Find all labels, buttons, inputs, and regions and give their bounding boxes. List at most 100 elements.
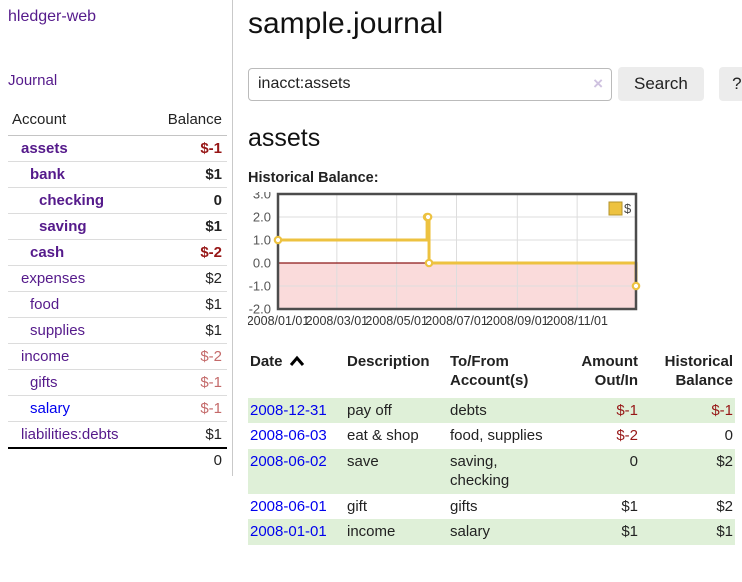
- register-cell-date: 2008-06-01: [248, 494, 345, 520]
- register-cell-date: 2008-06-03: [248, 423, 345, 449]
- register-cell-amount: $1: [621, 523, 638, 540]
- account-cell: food: [8, 291, 148, 318]
- account-link-supplies[interactable]: supplies: [30, 322, 86, 339]
- register-header-date-label: Date: [250, 353, 283, 370]
- register-cell-description: gift: [347, 497, 368, 515]
- register-header-row: Date Description To/From Account(s) Amou…: [248, 351, 735, 398]
- account-row: income $-2: [8, 343, 227, 370]
- clear-search-icon[interactable]: ×: [593, 73, 603, 93]
- register-row[interactable]: 2008-06-03 eat & shop food, supplies $-2 0: [248, 423, 735, 449]
- account-link-checking[interactable]: checking: [39, 192, 105, 209]
- brand-link[interactable]: hledger-web: [8, 8, 97, 25]
- x-tick-label: 2008/09/01: [486, 314, 549, 328]
- account-row: gifts $-1: [8, 369, 227, 396]
- help-button[interactable]: ?: [718, 67, 742, 101]
- account-cell: assets: [8, 136, 147, 162]
- register-row[interactable]: 2008-06-01 gift gifts $1 $2: [248, 494, 735, 520]
- account-link-bank[interactable]: bank: [30, 166, 66, 183]
- register-cell-description: eat & shop: [347, 427, 419, 444]
- register-header-balance: Historical Balance: [664, 353, 733, 389]
- account-balance: $-2: [147, 343, 227, 370]
- account-balance: $-1: [200, 140, 222, 157]
- data-point-marker: [631, 281, 641, 291]
- register-table: Date Description To/From Account(s) Amou…: [248, 351, 735, 545]
- account-cell: liabilities:debts: [8, 421, 148, 448]
- register-cell-amount: $-1: [616, 401, 638, 419]
- accounts-header-balance: Balance: [147, 109, 227, 136]
- register-cell-description: save: [347, 452, 379, 470]
- accounts-header-account: Account: [8, 109, 148, 136]
- register-cell-amount: $-2: [616, 427, 638, 444]
- register-row[interactable]: 2008-06-02 save saving, checking 0 $2: [248, 448, 735, 494]
- chart-title: Historical Balance:: [248, 170, 379, 186]
- account-balance: $-2: [147, 239, 227, 266]
- y-tick-label: -1.0: [249, 279, 271, 294]
- transaction-date-link[interactable]: 2008-06-01: [250, 497, 327, 515]
- transaction-date-link[interactable]: 2008-06-03: [250, 427, 327, 444]
- transaction-date-link[interactable]: 2008-12-31: [250, 401, 327, 419]
- account-link-liabilities-debts[interactable]: liabilities:debts: [21, 426, 119, 443]
- x-tick-label: 2008/07/01: [425, 314, 488, 328]
- account-balance: $1: [147, 421, 227, 448]
- account-link-cash[interactable]: cash: [30, 244, 65, 261]
- legend-label: $: [624, 201, 632, 216]
- account-row: cash $-2: [8, 239, 227, 266]
- transaction-date-link[interactable]: 2008-01-01: [250, 523, 327, 540]
- accounts-table: Account Balance assets $-1 bank $1 checking 0…: [8, 109, 227, 472]
- account-link-income[interactable]: income: [21, 348, 70, 365]
- sidebar-item-journal[interactable]: Journal: [8, 72, 58, 89]
- historical-balance-chart[interactable]: $3.0 2.0 1.0 0.0 -1.0 -2.0 2008/01/01 2008/03/0…: [247, 187, 742, 335]
- y-tick-label: 2.0: [253, 210, 271, 225]
- plot-border: [276, 192, 638, 311]
- account-cell: bank: [8, 161, 148, 188]
- register-header-amount: Amount Out/In: [581, 353, 638, 389]
- search-button[interactable]: Search: [618, 67, 704, 101]
- register-cell-tofrom: food, supplies: [450, 427, 543, 444]
- register-cell-date: 2008-01-01: [248, 519, 345, 545]
- accounts-header-row: Account Balance: [8, 109, 227, 136]
- legend-swatch: [608, 201, 623, 216]
- register-cell-description: pay off: [347, 401, 392, 419]
- account-link-salary[interactable]: salary: [30, 400, 71, 417]
- accounts-total-row: 0: [8, 447, 227, 472]
- register-row[interactable]: 2008-01-01 income salary $1 $1: [248, 519, 735, 545]
- account-cell: income: [8, 343, 148, 370]
- account-link-assets[interactable]: assets: [21, 140, 68, 157]
- register-cell-balance: $-1: [711, 401, 733, 419]
- register-header-tofrom: To/From Account(s): [450, 353, 529, 389]
- search-input[interactable]: [248, 67, 612, 101]
- search-form: × Search ?: [248, 67, 742, 101]
- y-tick-label: 0.0: [253, 256, 271, 271]
- account-balance: $1: [147, 213, 227, 240]
- page-title: sample.journal: [248, 7, 444, 40]
- x-tick-label: 2008/01/01: [248, 314, 309, 328]
- account-balance: $1: [147, 291, 227, 318]
- account-cell: checking: [8, 187, 148, 214]
- account-balance: $-1: [147, 369, 227, 396]
- register-cell-tofrom: salary: [450, 523, 491, 540]
- account-heading: assets: [248, 124, 321, 152]
- account-link-gifts[interactable]: gifts: [30, 374, 58, 391]
- register-cell-amount: $1: [621, 497, 638, 515]
- account-row: bank $1: [8, 161, 227, 188]
- y-tick-label: -2.0: [249, 302, 271, 317]
- account-row: salary $-1: [8, 395, 227, 422]
- account-link-saving[interactable]: saving: [39, 218, 87, 235]
- x-tick-label: 2008/05/01: [365, 314, 428, 328]
- account-balance: $1: [147, 161, 227, 188]
- transaction-date-link[interactable]: 2008-06-02: [250, 452, 327, 470]
- data-point-marker: [273, 235, 283, 245]
- sort-ascending-icon: [289, 355, 304, 366]
- register-header-description: Description: [347, 353, 430, 370]
- register-header-date[interactable]: Date: [248, 351, 345, 398]
- account-row: saving $1: [8, 213, 227, 240]
- account-balance: $-1: [147, 395, 227, 422]
- account-cell: gifts: [8, 369, 148, 396]
- register-row[interactable]: 2008-12-31 pay off debts $-1 $-1: [248, 397, 735, 423]
- balance-chart-svg: $3.0 2.0 1.0 0.0 -1.0 -2.02008/01/012008/03/0…: [247, 187, 641, 328]
- account-link-food[interactable]: food: [30, 296, 60, 313]
- y-tick-label: 1.0: [253, 233, 271, 248]
- account-link-expenses[interactable]: expenses: [21, 270, 86, 287]
- register-cell-balance: 0: [724, 427, 733, 444]
